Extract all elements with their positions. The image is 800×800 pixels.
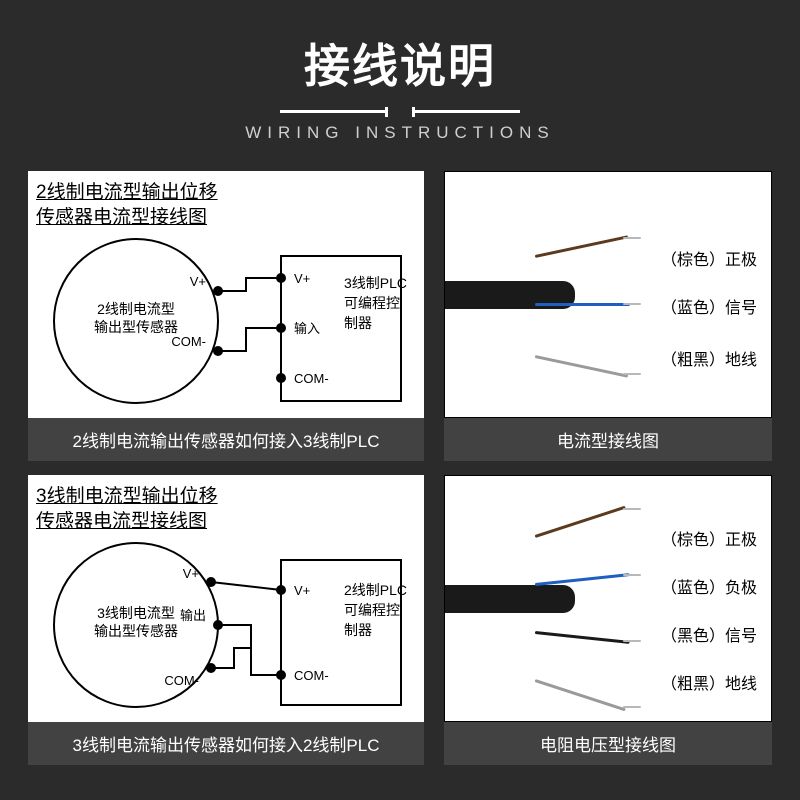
pin-s1-com: COM- — [171, 334, 206, 349]
diagram-caption-1: 2线制电流输出传感器如何接入3线制PLC — [28, 418, 424, 461]
content: 2线制电流型输出位移传感器电流型接线图 2线制电流型 输出型传感器 V+ COM… — [0, 161, 800, 765]
main-title: 接线说明 — [0, 30, 800, 96]
wire-tip-icon — [623, 373, 641, 375]
wire-tip-icon — [623, 303, 641, 305]
wire-strand — [535, 303, 630, 306]
photo-caption-2: 电阻电压型接线图 — [444, 722, 772, 765]
cable-icon-2 — [445, 585, 575, 613]
wire-label: （棕色）正极 — [661, 246, 757, 270]
pin-p1-vp: V+ — [294, 271, 310, 286]
wire-label: （粗黑）地线 — [661, 346, 757, 370]
sensor-label-1a: 2线制电流型 — [97, 301, 175, 317]
wiring-diagram-2: 3线制电流型 输出型传感器 V+ 输出 COM- 2线制PLC 可编程控 制器 … — [36, 540, 416, 710]
photo-caption-1: 电流型接线图 — [444, 418, 772, 461]
pin-p1-in: 输入 — [294, 321, 320, 336]
sensor-label-2b: 输出型传感器 — [94, 623, 178, 639]
plc2-l3: 制器 — [344, 622, 372, 638]
wire-tip-icon — [623, 237, 641, 239]
pin-p2-vp: V+ — [294, 583, 310, 598]
wiring-diagram-1: 2线制电流型 输出型传感器 V+ COM- 3线制PLC 可编程控 制器 V+ … — [36, 236, 416, 406]
wire-label: （蓝色）信号 — [661, 294, 757, 318]
pin-s2-com: COM- — [164, 673, 199, 688]
wire-tip-icon — [623, 640, 641, 642]
wire-tip-icon — [623, 574, 641, 576]
wire-tip-icon — [623, 706, 641, 708]
diagram-box-2: 3线制电流型输出位移传感器电流型接线图 3线制电流型 输出型传感器 V+ 输出 … — [28, 475, 424, 722]
photo-panel-2: （棕色）正极 （蓝色）负极 （黑色）信号 （粗黑）地线 电阻电压型接线图 — [444, 475, 772, 765]
wire-tip-icon — [623, 508, 641, 510]
plc2-l2: 可编程控 — [344, 602, 400, 618]
pin-s2-out: 输出 — [180, 608, 206, 623]
wire-strand — [535, 679, 626, 711]
subtitle: WIRING INSTRUCTIONS — [0, 123, 800, 143]
wire-label: （棕色）正极 — [661, 526, 757, 550]
wire-strand — [535, 631, 630, 644]
wire-label: （粗黑）地线 — [661, 670, 757, 694]
photo-panel-1: （棕色）正极 （蓝色）信号 （粗黑）地线 电流型接线图 — [444, 171, 772, 461]
divider-icon — [280, 110, 520, 113]
wire-strand — [535, 235, 629, 258]
diagram-title-1: 2线制电流型输出位移传感器电流型接线图 — [36, 181, 416, 230]
photo-box-1: （棕色）正极 （蓝色）信号 （粗黑）地线 — [444, 171, 772, 418]
plc1-l3: 制器 — [344, 315, 372, 331]
diagram-box-1: 2线制电流型输出位移传感器电流型接线图 2线制电流型 输出型传感器 V+ COM… — [28, 171, 424, 418]
plc2-l1: 2线制PLC — [344, 582, 407, 598]
row-2: 3线制电流型输出位移传感器电流型接线图 3线制电流型 输出型传感器 V+ 输出 … — [28, 475, 772, 765]
diagram-panel-1: 2线制电流型输出位移传感器电流型接线图 2线制电流型 输出型传感器 V+ COM… — [28, 171, 424, 461]
sensor-label-1b: 输出型传感器 — [94, 319, 178, 335]
pin-p2-com: COM- — [294, 668, 329, 683]
wire-label: （蓝色）负极 — [661, 574, 757, 598]
pin-s2-vp: V+ — [183, 566, 199, 581]
diagram-panel-2: 3线制电流型输出位移传感器电流型接线图 3线制电流型 输出型传感器 V+ 输出 … — [28, 475, 424, 765]
wire-strand — [535, 355, 629, 378]
pin-p1-com: COM- — [294, 371, 329, 386]
wire-strand — [535, 573, 630, 586]
sensor-label-2a: 3线制电流型 — [97, 605, 175, 621]
diagram-title-2: 3线制电流型输出位移传感器电流型接线图 — [36, 485, 416, 534]
plc1-l1: 3线制PLC — [344, 275, 407, 291]
plc1-l2: 可编程控 — [344, 295, 400, 311]
page: 接线说明 WIRING INSTRUCTIONS 2线制电流型输出位移传感器电流… — [0, 0, 800, 800]
photo-box-2: （棕色）正极 （蓝色）负极 （黑色）信号 （粗黑）地线 — [444, 475, 772, 722]
wire-strand — [535, 506, 626, 538]
header: 接线说明 WIRING INSTRUCTIONS — [0, 0, 800, 161]
diagram-caption-2: 3线制电流输出传感器如何接入2线制PLC — [28, 722, 424, 765]
pin-s1-vp: V+ — [190, 274, 206, 289]
row-1: 2线制电流型输出位移传感器电流型接线图 2线制电流型 输出型传感器 V+ COM… — [28, 171, 772, 461]
wire-label: （黑色）信号 — [661, 622, 757, 646]
